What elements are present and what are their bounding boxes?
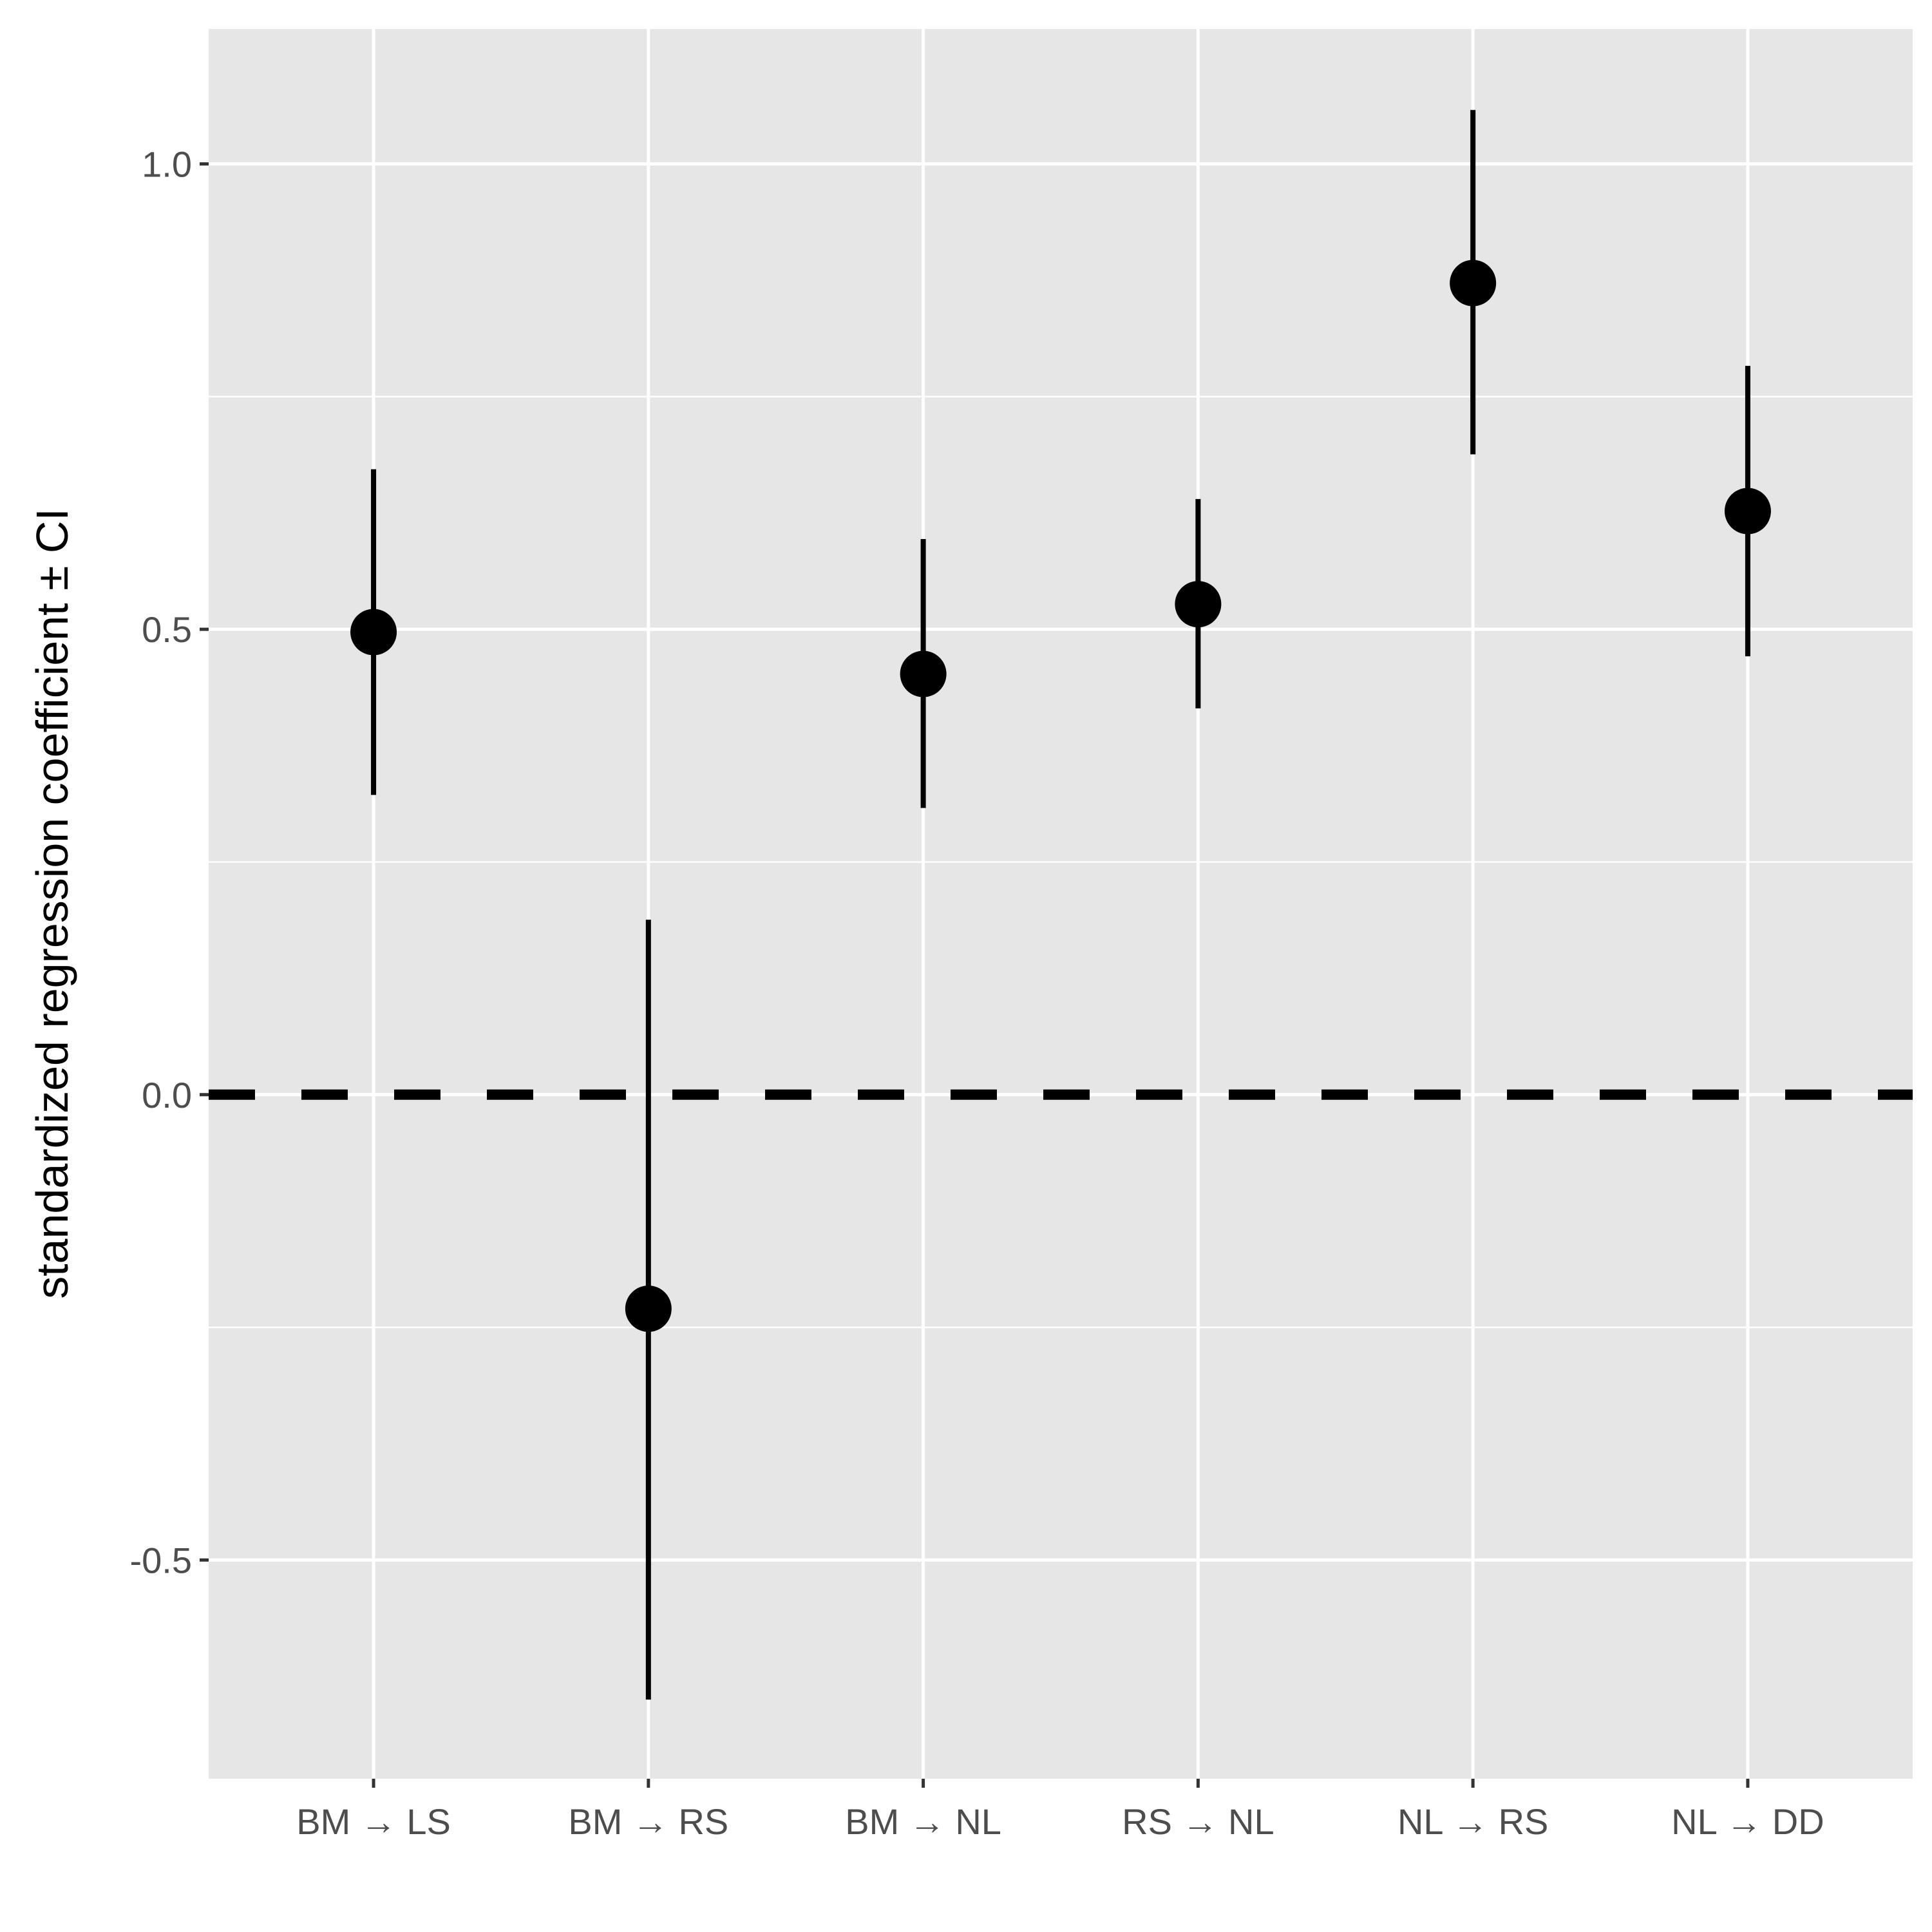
y-tick-label: -0.5: [130, 1540, 193, 1580]
x-tick-label: BM → LS: [296, 1801, 451, 1842]
point-estimate: [1175, 581, 1222, 628]
y-axis-title: standardized regression coefficient ± CI: [27, 508, 77, 1299]
minor-gridlines: [209, 395, 1913, 1329]
point-ranges: [350, 109, 1771, 1700]
point-estimate: [900, 650, 947, 697]
y-axis: -0.5 0.0 0.5 1.0: [130, 144, 209, 1580]
point-estimate: [1724, 488, 1771, 535]
point-estimate: [625, 1285, 672, 1332]
x-axis: BM → LS BM → RS BM → NL RS → NL NL → RS NL → …: [296, 1779, 1824, 1842]
y-tick-label: 1.0: [142, 144, 192, 185]
x-tick-label: NL → RS: [1397, 1801, 1548, 1842]
plot-panel: [209, 29, 1913, 1779]
x-tick-label: NL → DD: [1671, 1801, 1824, 1842]
point-estimate: [350, 609, 397, 656]
x-tick-label: BM → NL: [845, 1801, 1001, 1842]
y-tick-label: 0.5: [142, 609, 192, 650]
x-tick-label: BM → RS: [568, 1801, 728, 1842]
x-tick-label: RS → NL: [1122, 1801, 1274, 1842]
point-estimate: [1450, 260, 1497, 307]
y-tick-label: 0.0: [142, 1075, 192, 1115]
